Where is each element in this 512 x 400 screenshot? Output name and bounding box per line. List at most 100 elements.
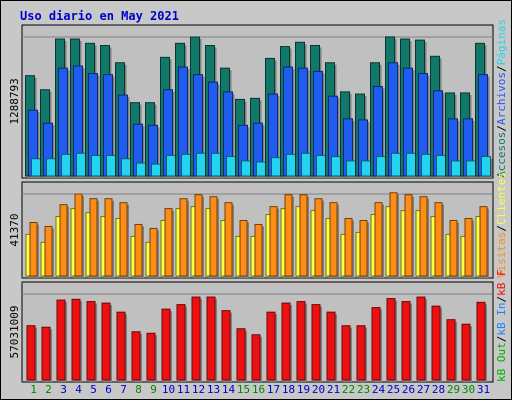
- day-label-6: 6: [105, 383, 112, 396]
- kbytes-panel: 57031009: [8, 281, 494, 383]
- paginas-bar-day-15: [241, 160, 251, 177]
- kb-f-bar-day-17: [266, 311, 276, 381]
- paginas-bar-day-30: [466, 160, 476, 177]
- day-label-1: 1: [30, 383, 37, 396]
- legend-kbytes-part-4: kB F: [495, 269, 508, 296]
- clientes-bar-day-17: [269, 206, 278, 277]
- chart-legends: Accesos/Archivos/PáginasVisitas/Clientes…: [495, 19, 508, 382]
- clientes-bar-day-15: [239, 220, 248, 277]
- clientes-bar-day-14: [224, 202, 233, 277]
- legend-kbytes-part-0: kB Out: [495, 342, 508, 382]
- paginas-bar-day-2: [46, 158, 56, 177]
- clientes-bar-day-19: [299, 194, 308, 277]
- paginas-bar-day-9: [151, 163, 161, 177]
- clientes-bar-day-24: [374, 202, 383, 277]
- kb-f-bar-day-24: [371, 307, 381, 381]
- clientes-bar-day-21: [329, 202, 338, 277]
- day-label-21: 21: [327, 383, 340, 396]
- paginas-bar-day-18: [286, 153, 296, 177]
- clientes-bar-day-12: [194, 194, 203, 277]
- kbytes-bars: [26, 296, 487, 382]
- clientes-bar-day-25: [389, 192, 398, 277]
- paginas-bar-day-13: [211, 152, 221, 177]
- clientes-bar-day-28: [434, 202, 443, 277]
- legend-kbytes-part-1: /: [495, 336, 508, 343]
- kb-f-bar-day-22: [341, 325, 351, 381]
- paginas-bar-day-3: [61, 153, 71, 177]
- kb-f-bar-day-12: [191, 296, 201, 381]
- paginas-bar-day-14: [226, 156, 236, 177]
- kb-f-bar-day-10: [161, 308, 171, 381]
- kb-f-bar-day-8: [131, 331, 141, 381]
- visits-max-label: 41370: [8, 213, 21, 246]
- legend-visits: Visitas/Clientes: [495, 172, 508, 278]
- kb-f-bar-day-19: [296, 301, 306, 381]
- paginas-bar-day-20: [316, 155, 326, 177]
- paginas-bar-day-5: [91, 155, 101, 177]
- kb-f-bar-day-28: [431, 305, 441, 381]
- day-label-9: 9: [150, 383, 157, 396]
- day-label-19: 19: [297, 383, 310, 396]
- visits-panel: 41370: [8, 181, 494, 279]
- day-label-14: 14: [222, 383, 236, 396]
- day-label-30: 30: [462, 383, 475, 396]
- clientes-bar-day-16: [254, 223, 263, 277]
- kb-f-bar-day-27: [416, 296, 426, 381]
- visits-bars: [25, 192, 489, 278]
- clientes-bar-day-13: [209, 196, 218, 277]
- day-label-24: 24: [372, 383, 386, 396]
- kb-f-bar-day-25: [386, 298, 396, 381]
- day-label-17: 17: [267, 383, 280, 396]
- legend-hits-part-2: Archivos: [495, 72, 508, 125]
- clientes-bar-day-18: [284, 194, 293, 277]
- paginas-bar-day-8: [136, 162, 146, 177]
- day-label-18: 18: [282, 383, 295, 396]
- paginas-bar-day-19: [301, 152, 311, 177]
- day-label-5: 5: [90, 383, 97, 396]
- paginas-bar-day-1: [31, 158, 41, 177]
- paginas-bar-day-23: [361, 160, 371, 177]
- kb-f-bar-day-29: [446, 319, 456, 381]
- clientes-bar-day-7: [119, 202, 128, 277]
- legend-hits-part-4: Páginas: [495, 19, 508, 65]
- hits-panel: 1288793: [8, 24, 494, 179]
- legend-hits: Accesos/Archivos/Páginas: [495, 19, 508, 178]
- legend-kbytes: kB Out/kB In/kB F: [495, 269, 508, 382]
- hits-max-label: 1288793: [8, 78, 21, 124]
- day-label-4: 4: [75, 383, 82, 396]
- clientes-bar-day-9: [149, 227, 158, 277]
- clientes-bar-day-31: [479, 206, 488, 277]
- kb-f-bar-day-23: [356, 325, 366, 381]
- paginas-bar-day-25: [391, 152, 401, 177]
- paginas-bar-day-4: [76, 152, 86, 177]
- day-label-27: 27: [417, 383, 430, 396]
- paginas-bar-day-21: [331, 156, 341, 177]
- paginas-bar-day-7: [121, 158, 131, 177]
- chart-title: Uso diario en May 2021: [20, 9, 179, 23]
- kb-f-bar-day-26: [401, 301, 411, 381]
- legend-hits-part-1: /: [495, 125, 508, 132]
- day-label-20: 20: [312, 383, 325, 396]
- x-axis-day-labels: 1 2 3 4 5 6 7 8 9 10 11 12 13 14 15 16 17 18 19 20 21 22 23 24 2…: [30, 383, 490, 396]
- day-label-13: 13: [207, 383, 220, 396]
- kb-f-bar-day-6: [101, 302, 111, 381]
- kb-f-bar-day-30: [461, 323, 471, 381]
- day-label-25: 25: [387, 383, 400, 396]
- day-label-8: 8: [135, 383, 142, 396]
- kb-f-bar-day-16: [251, 334, 261, 381]
- clientes-bar-day-29: [449, 220, 458, 277]
- paginas-bar-day-10: [166, 155, 176, 177]
- paginas-bar-day-17: [271, 157, 281, 177]
- clientes-bar-day-1: [29, 221, 38, 277]
- clientes-bar-day-5: [89, 198, 98, 277]
- clientes-bar-day-22: [344, 218, 353, 277]
- day-label-28: 28: [432, 383, 445, 396]
- legend-visits-part-0: Visitas: [495, 232, 508, 278]
- day-label-12: 12: [192, 383, 205, 396]
- kb-f-bar-day-4: [71, 298, 81, 381]
- day-label-10: 10: [162, 383, 175, 396]
- kb-f-bar-day-2: [41, 326, 51, 381]
- paginas-bar-day-26: [406, 152, 416, 177]
- day-label-22: 22: [342, 383, 355, 396]
- paginas-bar-day-29: [451, 160, 461, 177]
